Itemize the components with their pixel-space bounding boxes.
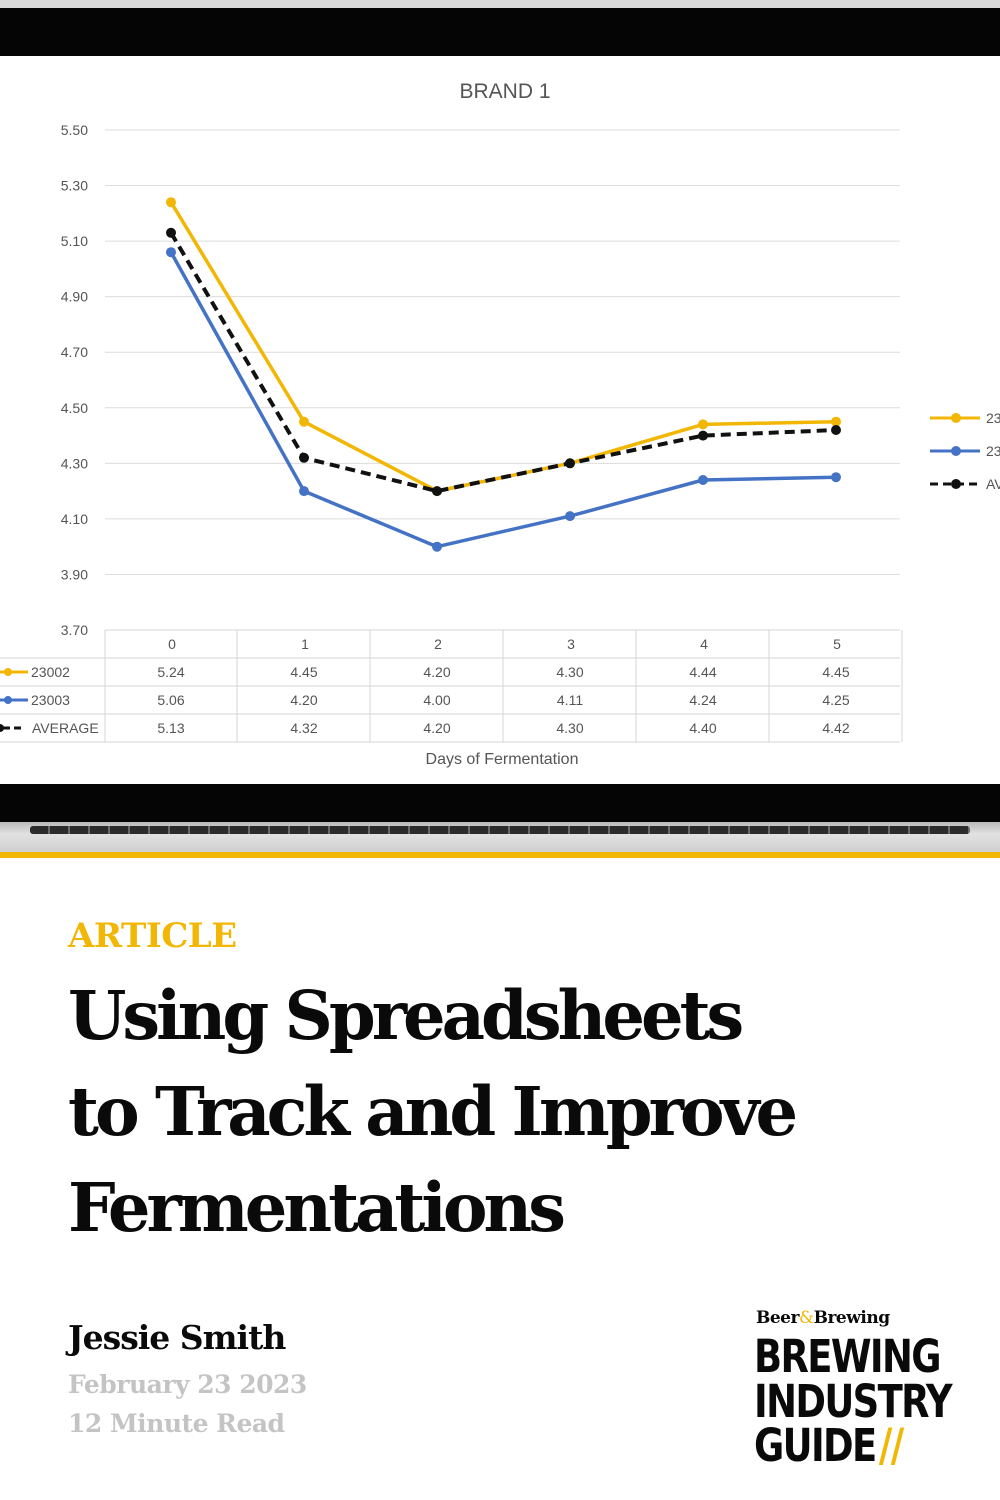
series-point	[565, 458, 575, 469]
laptop-bottom-bezel	[0, 784, 1000, 822]
hero-image: BRAND 1 5.50 5.30 5.10 4.90 4.70 4.50 4.30 4.10…	[0, 0, 1000, 860]
logo-slashes: //	[878, 1419, 904, 1472]
legend-label: AV	[986, 476, 1000, 492]
logo-line: GUIDE//	[754, 1419, 904, 1472]
x-axis-label: Days of Fermentation	[426, 751, 579, 768]
series-point	[299, 452, 309, 463]
series-point	[698, 419, 708, 430]
table-legend-marker	[4, 668, 12, 676]
read-time: 12 Minute Read	[68, 1409, 285, 1438]
series-point	[166, 197, 176, 208]
series-point	[831, 472, 841, 483]
x-tick-label: 1	[301, 636, 309, 652]
article-title[interactable]: Using Spreadsheets to Track and Improve …	[68, 968, 948, 1256]
grid-lines	[105, 129, 900, 575]
article-card[interactable]: ARTICLE Using Spreadsheets to Track and …	[0, 860, 1000, 1500]
y-tick-label: 3.90	[61, 566, 88, 582]
data-label: 5.13	[157, 720, 184, 736]
x-tick-label: 3	[567, 636, 575, 652]
table-row-label: 23003	[31, 692, 70, 708]
laptop-keyboard-keys	[30, 826, 970, 834]
legend: 23 23 AV	[930, 410, 1000, 492]
article-title-line: Using Spreadsheets	[68, 976, 744, 1055]
x-tick-label: 4	[700, 636, 708, 652]
y-tick-label: 4.30	[61, 455, 88, 471]
laptop-top-bezel	[0, 0, 1000, 56]
y-tick-label: 4.50	[61, 400, 88, 416]
y-tick-label: 5.30	[61, 178, 88, 194]
chart-title: BRAND 1	[459, 80, 550, 103]
data-table: 0 1 2 3 4 5 23002 5.24 4.45 4.20 4.30 4.44 4.45 23003…	[0, 629, 903, 743]
author-name: Jessie Smith	[68, 1318, 286, 1357]
data-label: 4.30	[556, 664, 583, 680]
table-row-label: AVERAGE	[32, 720, 99, 736]
legend-label: 23	[986, 443, 1000, 459]
data-label: 4.30	[556, 720, 583, 736]
accent-divider	[0, 852, 1000, 858]
data-label: 4.20	[290, 692, 317, 708]
data-label: 4.25	[822, 692, 849, 708]
series-point	[831, 425, 841, 435]
legend-marker	[951, 479, 961, 489]
series-point	[299, 486, 309, 497]
series-point	[565, 511, 575, 522]
series-line	[169, 251, 837, 549]
logo-line: BREWING	[754, 1330, 942, 1383]
logo-magazine-name: Beer&Brewing	[756, 1308, 890, 1328]
series-point	[432, 486, 442, 497]
series-point	[432, 541, 442, 552]
legend-marker	[951, 413, 961, 423]
y-tick-label: 4.10	[61, 511, 88, 527]
article-kicker: ARTICLE	[68, 916, 237, 956]
brewing-industry-guide-logo: Beer&Brewing BREWING INDUSTRY GUIDE//	[754, 1308, 974, 1478]
article-title-line: to Track and Improve	[68, 1072, 798, 1151]
series-point	[698, 475, 708, 485]
article-title-line: Fermentations	[68, 1168, 566, 1247]
table-row-label: 23002	[31, 664, 70, 680]
data-label: 5.24	[157, 664, 184, 680]
y-tick-label: 4.90	[61, 289, 88, 305]
y-tick-label: 5.10	[61, 233, 88, 249]
x-tick-label: 5	[833, 636, 841, 652]
series-point	[831, 416, 841, 427]
y-axis-ticks: 5.50 5.30 5.10 4.90 4.70 4.50 4.30 4.10 3.90 3.70	[61, 122, 88, 638]
publish-date: February 23 2023	[68, 1370, 307, 1399]
series-point	[166, 247, 176, 258]
laptop-top-edge	[0, 0, 1000, 8]
series-point	[166, 227, 176, 238]
y-tick-label: 3.70	[61, 622, 88, 638]
logo-line: INDUSTRY	[754, 1375, 953, 1428]
legend-marker	[951, 446, 961, 456]
x-tick-label: 2	[434, 636, 442, 652]
y-tick-label: 4.70	[61, 344, 88, 360]
line-chart: BRAND 1 5.50 5.30 5.10 4.90 4.70 4.50 4.30 4.10…	[0, 80, 1000, 768]
series-point	[299, 416, 309, 427]
series-line	[169, 201, 837, 493]
data-label: 4.45	[822, 664, 849, 680]
series-point	[698, 430, 708, 441]
data-label: 4.11	[557, 692, 583, 708]
table-legend-marker	[0, 724, 4, 732]
data-label: 4.40	[689, 720, 716, 736]
legend-label: 23	[986, 410, 1000, 426]
data-label: 4.00	[423, 692, 450, 708]
y-tick-label: 5.50	[61, 122, 88, 138]
data-label: 4.44	[689, 664, 716, 680]
data-label: 4.42	[822, 720, 849, 736]
data-label: 4.32	[290, 720, 317, 736]
data-label: 4.45	[290, 664, 317, 680]
series-lines	[166, 197, 841, 552]
table-legend-marker	[4, 696, 12, 704]
series-line	[169, 231, 837, 494]
data-label: 4.24	[689, 692, 716, 708]
x-tick-label: 0	[168, 636, 176, 652]
data-label: 4.20	[423, 720, 450, 736]
data-label: 5.06	[157, 692, 184, 708]
data-label: 4.20	[423, 664, 450, 680]
